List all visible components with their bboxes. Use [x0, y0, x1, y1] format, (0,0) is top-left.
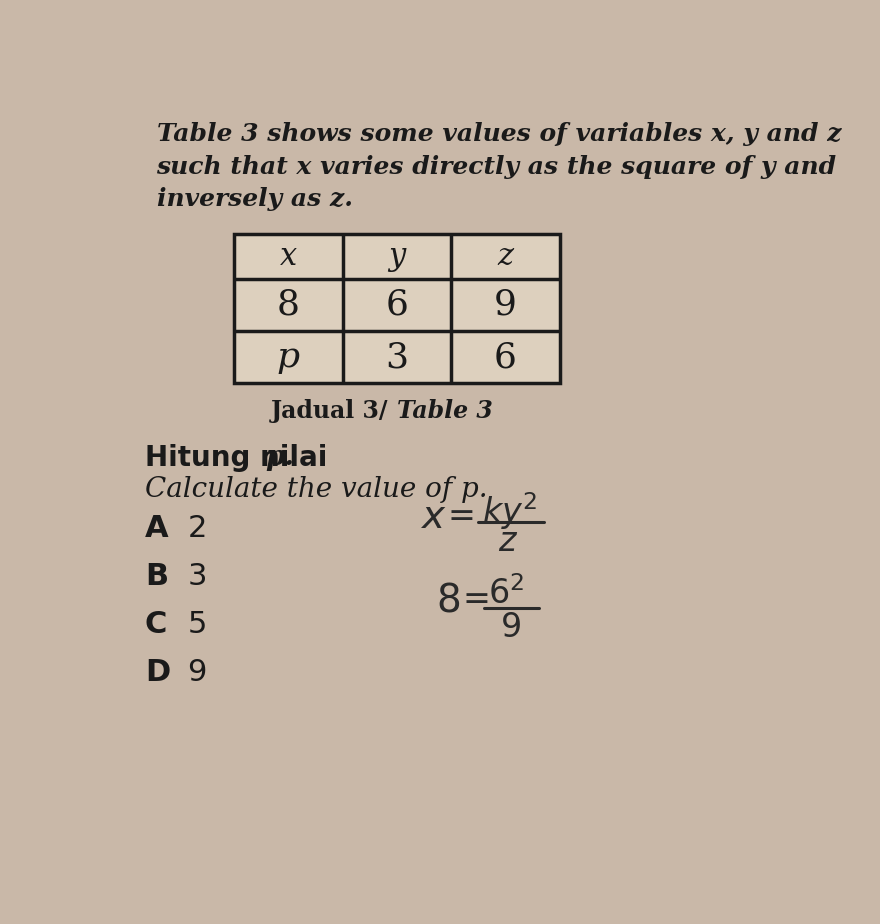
Text: D: D	[145, 658, 170, 687]
Bar	[234, 234, 560, 383]
Text: 8: 8	[276, 288, 300, 322]
Text: y: y	[388, 241, 406, 272]
Text: Jadual 3/: Jadual 3/	[271, 399, 397, 423]
Text: $x$: $x$	[420, 499, 446, 536]
Text: $6^2$: $6^2$	[488, 576, 524, 611]
Text: inversely as z.: inversely as z.	[157, 187, 353, 211]
Text: p: p	[276, 340, 300, 374]
Text: z: z	[497, 241, 513, 272]
Text: 9: 9	[494, 288, 517, 322]
Text: such that x varies directly as the square of y and: such that x varies directly as the squar…	[157, 154, 837, 178]
Text: $z$: $z$	[497, 526, 517, 558]
Text: p.: p.	[265, 444, 294, 470]
Text: 3: 3	[385, 340, 408, 374]
Text: 2: 2	[187, 515, 207, 543]
Text: =: =	[447, 501, 475, 532]
Text: Table 3: Table 3	[397, 399, 493, 423]
Text: 3: 3	[187, 562, 207, 591]
Bar	[234, 234, 560, 383]
Text: $8$: $8$	[436, 582, 459, 619]
Text: 6: 6	[494, 340, 517, 374]
Text: A: A	[145, 515, 168, 543]
Text: x: x	[280, 241, 297, 272]
Text: Hitung nilai: Hitung nilai	[145, 444, 337, 471]
Text: B: B	[145, 562, 168, 591]
Text: Calculate the value of p.: Calculate the value of p.	[145, 476, 488, 503]
Text: 5: 5	[187, 610, 207, 638]
Text: $9$: $9$	[500, 613, 521, 644]
Text: Table 3 shows some values of variables x, y and z: Table 3 shows some values of variables x…	[157, 122, 841, 146]
Text: =: =	[463, 584, 490, 615]
Text: C: C	[145, 610, 167, 638]
Text: 9: 9	[187, 658, 207, 687]
Text: 6: 6	[385, 288, 408, 322]
Text: $ky^2$: $ky^2$	[482, 490, 538, 531]
